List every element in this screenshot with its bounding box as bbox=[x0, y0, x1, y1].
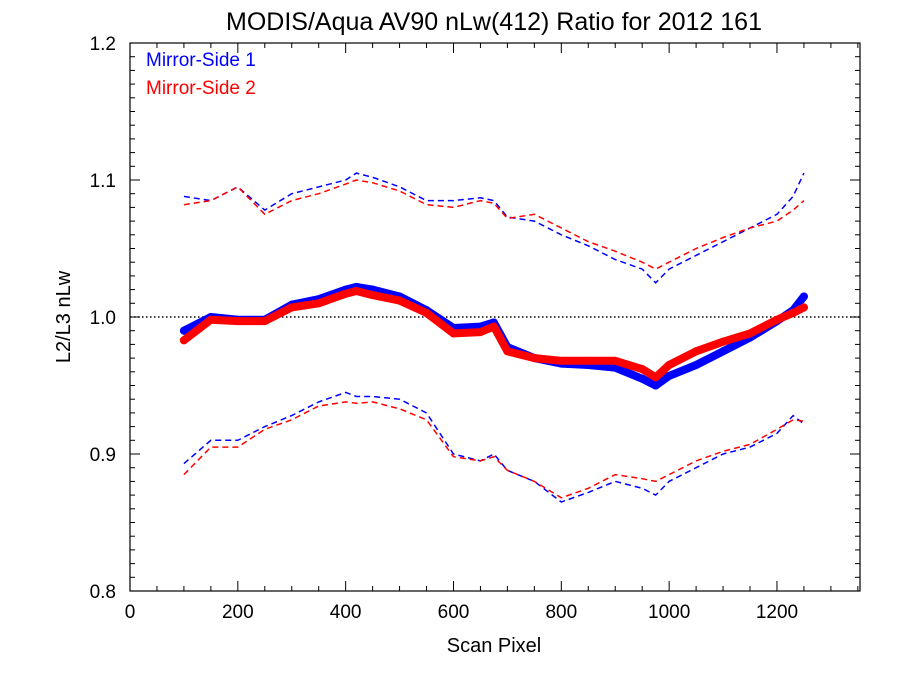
mean-point bbox=[638, 365, 647, 374]
y-tick-label: 1.0 bbox=[90, 308, 116, 329]
mean-point bbox=[719, 337, 728, 346]
mean-point bbox=[638, 374, 647, 383]
mean-point bbox=[611, 356, 620, 365]
y-tick-label: 1.2 bbox=[90, 34, 116, 55]
axis-ticks bbox=[129, 42, 860, 592]
x-axis-label: Scan Pixel bbox=[447, 635, 542, 657]
series-1 bbox=[179, 172, 808, 503]
upper-bound-line bbox=[183, 179, 805, 270]
mean-point bbox=[651, 381, 660, 390]
tick-labels: 0 200 400 600 800 1000 1200 0.8 0.9 1.0 1.1 1.2 bbox=[90, 34, 799, 623]
mean-point bbox=[719, 347, 728, 356]
mean-point bbox=[341, 289, 350, 298]
mean-point bbox=[692, 360, 701, 369]
mean-point bbox=[395, 296, 404, 305]
series-2 bbox=[179, 179, 808, 499]
mean-point bbox=[789, 308, 798, 317]
mean-ratio-line bbox=[179, 282, 808, 390]
mean-point bbox=[476, 328, 485, 337]
mean-point bbox=[233, 317, 242, 326]
legend-entry-1: Mirror-Side 1 bbox=[146, 50, 256, 71]
mean-point bbox=[651, 373, 660, 382]
mean-point bbox=[530, 354, 539, 363]
mean-point bbox=[665, 371, 674, 380]
mean-point bbox=[611, 363, 620, 372]
upper-bound-line bbox=[183, 172, 805, 284]
mean-point bbox=[314, 299, 323, 308]
mean-point bbox=[772, 315, 781, 324]
mean-point bbox=[799, 292, 808, 301]
mean-point bbox=[260, 317, 269, 326]
lower-bound-line bbox=[183, 401, 804, 499]
mean-point bbox=[489, 322, 498, 331]
mean-point bbox=[179, 336, 188, 345]
x-tick-label: 800 bbox=[545, 602, 577, 623]
legend: Mirror-Side 1 Mirror-Side 2 bbox=[146, 50, 256, 99]
x-tick-label: 1000 bbox=[648, 602, 690, 623]
x-tick-label: 200 bbox=[222, 602, 254, 623]
x-tick-label: 0 bbox=[125, 602, 136, 623]
legend-entry-2: Mirror-Side 2 bbox=[146, 78, 256, 99]
mean-point bbox=[503, 347, 512, 356]
y-tick-label: 1.1 bbox=[90, 171, 116, 192]
mean-point bbox=[746, 329, 755, 338]
mean-point bbox=[287, 303, 296, 312]
mean-point bbox=[557, 356, 566, 365]
y-tick-label: 0.8 bbox=[90, 582, 116, 603]
mean-point bbox=[449, 329, 458, 338]
mean-ratio-line bbox=[179, 287, 808, 382]
mean-point bbox=[179, 326, 188, 335]
mean-point bbox=[422, 308, 431, 317]
mean-point bbox=[692, 347, 701, 356]
mean-point bbox=[584, 356, 593, 365]
y-tick-label: 0.9 bbox=[90, 445, 116, 466]
series-layer bbox=[179, 172, 808, 503]
mean-point bbox=[665, 360, 674, 369]
x-tick-label: 400 bbox=[330, 602, 362, 623]
mean-point bbox=[799, 303, 808, 312]
x-tick-label: 1200 bbox=[756, 602, 798, 623]
x-tick-label: 600 bbox=[438, 602, 470, 623]
y-axis-label: L2/L3 nLw bbox=[53, 270, 75, 363]
mean-point bbox=[368, 291, 377, 300]
mean-point bbox=[206, 315, 215, 324]
chart-title: MODIS/Aqua AV90 nLw(412) Ratio for 2012 … bbox=[226, 8, 762, 36]
mean-point bbox=[352, 286, 361, 295]
lower-bound-line bbox=[183, 391, 805, 503]
